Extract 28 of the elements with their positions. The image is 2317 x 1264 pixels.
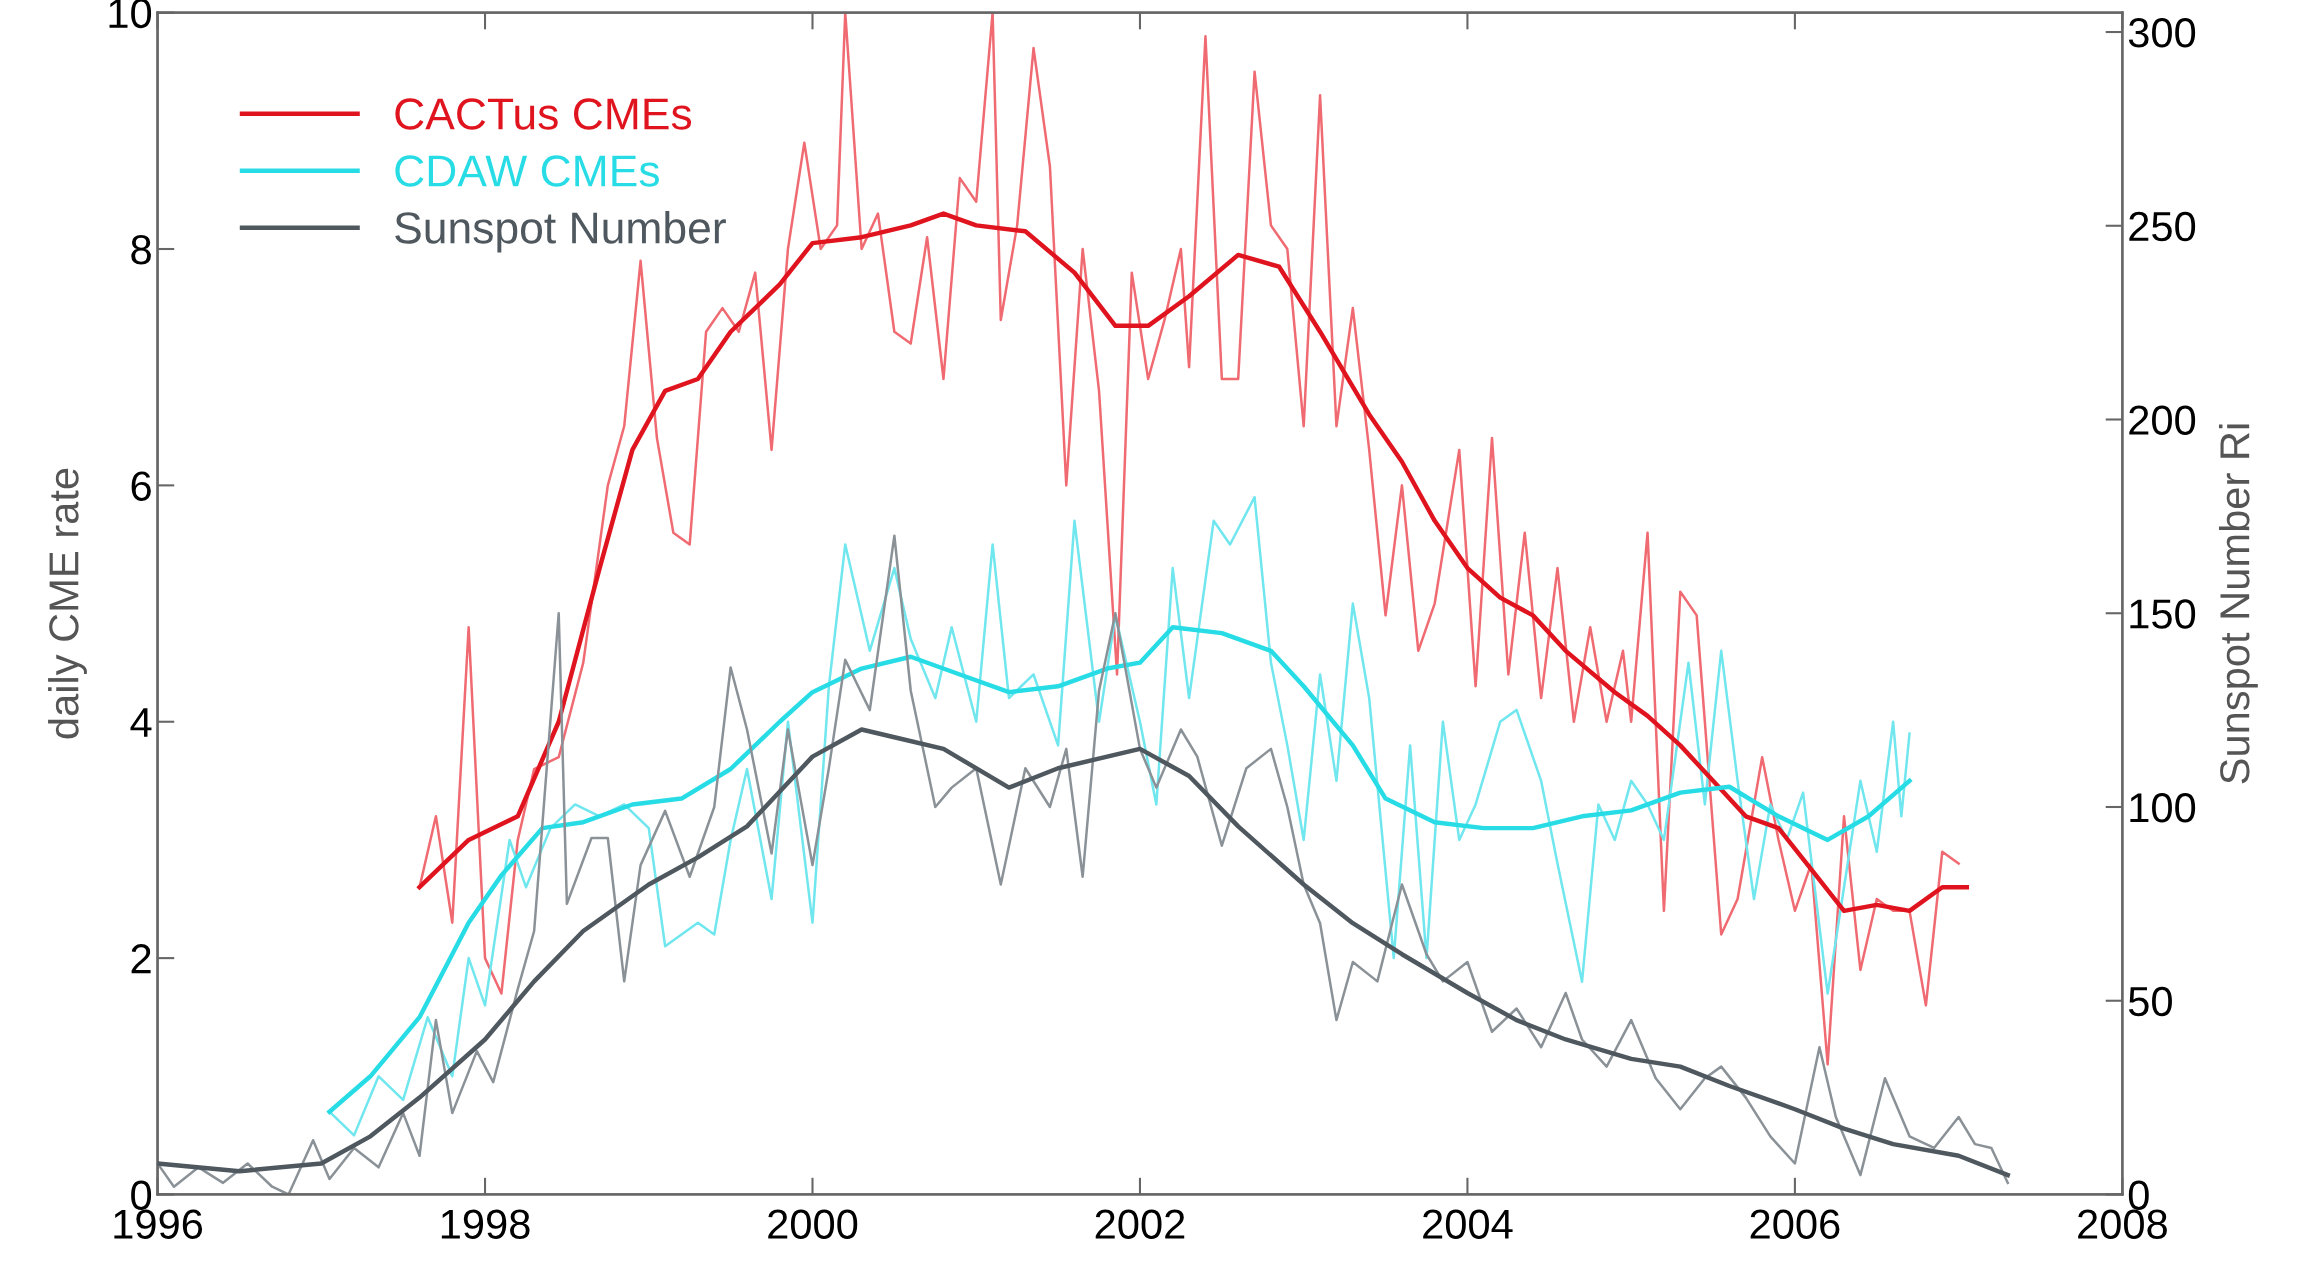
y2-axis-title: Sunspot Number Ri xyxy=(2218,424,2258,784)
y2-tick-label: 300 xyxy=(2128,18,2196,48)
legend-label: CDAW CMEs xyxy=(395,155,659,187)
line-series xyxy=(328,495,1911,1137)
y2-tick-label: 250 xyxy=(2129,211,2196,242)
y-axis-title: daily CME rate xyxy=(48,468,87,739)
x-tick-label: 1998 xyxy=(441,1209,530,1239)
y-tick-label: 4 xyxy=(130,708,152,737)
y2-tick-label: 0 xyxy=(2128,1180,2149,1210)
x-tick-label: 2006 xyxy=(1750,1209,1840,1239)
x-tick-label: 2004 xyxy=(1423,1209,1513,1239)
x-tick-label: 2008 xyxy=(2078,1209,2167,1239)
x-tick-label: 2000 xyxy=(768,1209,858,1239)
y-tick-label: 6 xyxy=(131,471,151,501)
legend-label: CACTus CMEs xyxy=(395,98,692,130)
x-tick-label: 1996 xyxy=(114,1209,203,1239)
line-series xyxy=(327,624,1912,1114)
line-series xyxy=(157,534,2010,1195)
line-series xyxy=(157,727,2010,1178)
legend-label: Sunspot Number xyxy=(395,211,726,253)
y2-tick-label: 150 xyxy=(2130,599,2196,629)
x-tick-label: 2002 xyxy=(1095,1209,1185,1239)
y2-tick-label: 100 xyxy=(2130,792,2196,823)
y-tick-label: 0 xyxy=(131,1180,152,1210)
y-tick-label: 8 xyxy=(131,235,151,265)
y2-tick-label: 200 xyxy=(2129,405,2196,436)
y2-tick-label: 50 xyxy=(2128,986,2172,1017)
y-tick-label: 2 xyxy=(131,944,151,974)
